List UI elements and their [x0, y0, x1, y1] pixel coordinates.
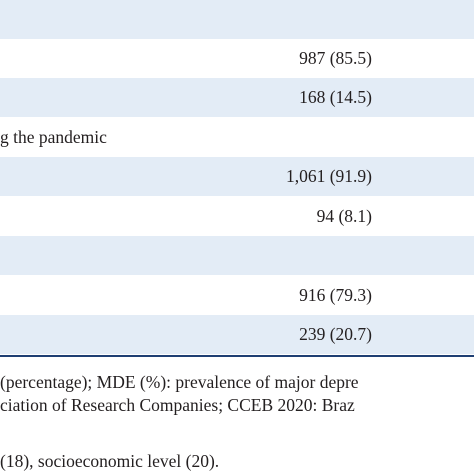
cell-value: 94 (8.1)	[316, 206, 372, 226]
table-row: 916 (79.3)	[0, 276, 474, 315]
table-row	[0, 236, 474, 275]
table-row: 987 (85.5)	[0, 39, 474, 78]
cell-value: 916 (79.3)	[299, 285, 372, 305]
cell-value: 987 (85.5)	[299, 48, 372, 68]
section-label: g the pandemic	[0, 127, 107, 147]
table-row	[0, 0, 474, 39]
footnote-line: ciation of Research Companies; CCEB 2020…	[0, 395, 355, 415]
table-row: 239 (20.7)	[0, 315, 474, 354]
footnote-line: (18), socioeconomic level (20).	[0, 451, 220, 471]
cell-value: 168 (14.5)	[299, 87, 372, 107]
cell-value: 239 (20.7)	[299, 324, 372, 344]
footnote-line: (percentage); MDE (%): prevalence of maj…	[0, 372, 359, 392]
table-rule	[0, 355, 474, 357]
table-row: g the pandemic	[0, 118, 474, 157]
table-row: 94 (8.1)	[0, 197, 474, 236]
table-row: 168 (14.5)	[0, 78, 474, 117]
cell-value: 1,061 (91.9)	[285, 166, 372, 186]
table-row: 1,061 (91.9)	[0, 157, 474, 196]
